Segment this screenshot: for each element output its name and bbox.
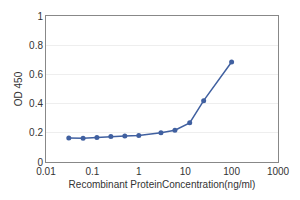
svg-text:0.2: 0.2 [29,127,43,138]
svg-text:0.6: 0.6 [29,69,43,80]
svg-text:1000: 1000 [267,166,290,177]
svg-text:1: 1 [37,11,43,22]
svg-text:0.01: 0.01 [36,166,56,177]
svg-text:OD 450: OD 450 [13,71,24,106]
svg-text:100: 100 [223,166,240,177]
svg-text:0: 0 [37,157,43,168]
svg-text:10: 10 [180,166,192,177]
svg-text:0.4: 0.4 [29,98,43,109]
svg-text:0.8: 0.8 [29,40,43,51]
svg-text:0.1: 0.1 [85,166,99,177]
svg-text:1: 1 [136,166,142,177]
svg-text:Recombinant ProteinConcentrati: Recombinant ProteinConcentration(ng/ml) [69,179,256,190]
